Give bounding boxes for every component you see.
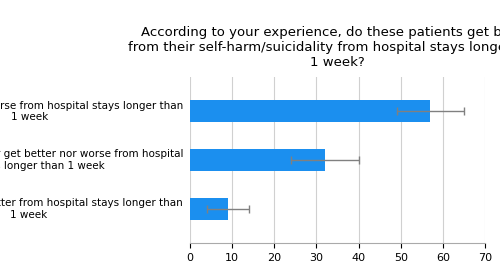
Bar xyxy=(190,198,228,220)
Title: According to your experience, do these patients get better
from their self-harm/: According to your experience, do these p… xyxy=(128,26,500,69)
Bar xyxy=(190,100,430,122)
Bar xyxy=(190,149,325,171)
